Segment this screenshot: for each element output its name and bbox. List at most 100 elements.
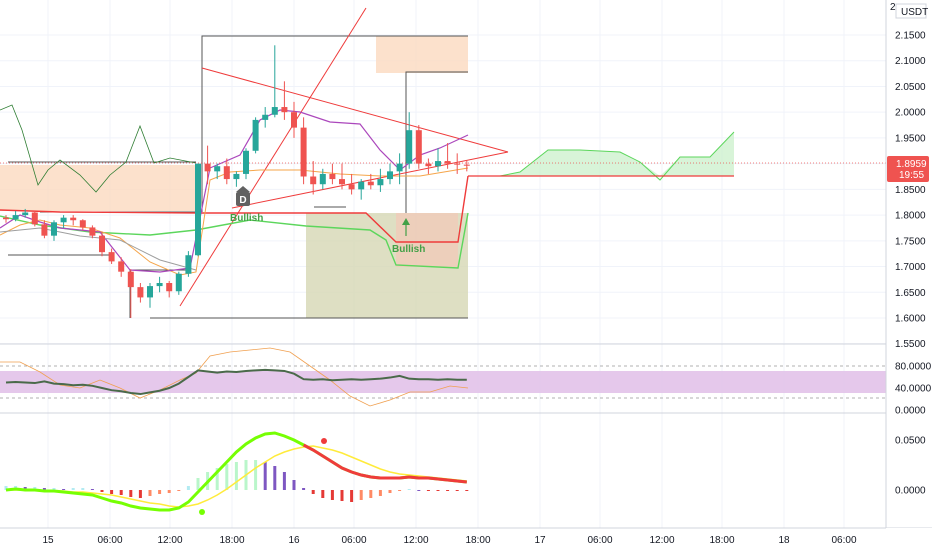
candle-body xyxy=(358,181,365,190)
time-tick-label: 17 xyxy=(534,535,546,546)
future-cloud xyxy=(468,132,734,176)
candle-body xyxy=(339,179,345,185)
macd-hist-bar xyxy=(225,464,229,490)
price-tick-label: 1.8500 xyxy=(895,185,926,196)
price-tick-label: 1.6000 xyxy=(895,314,926,325)
macd-hist-bar xyxy=(398,490,402,491)
candle-body xyxy=(329,173,336,180)
macd-hist-bar xyxy=(62,489,66,490)
macd-hist-bar xyxy=(129,490,133,497)
candle-body xyxy=(89,227,96,236)
candle-body xyxy=(444,161,451,164)
time-tick-label: 06:00 xyxy=(97,535,122,546)
currency-box xyxy=(895,3,927,19)
candle-body xyxy=(454,163,461,165)
bullish-arrow-head xyxy=(402,218,410,225)
macd-tick-label: 0.0000 xyxy=(895,486,926,497)
candle-body xyxy=(175,273,182,292)
candle-body xyxy=(79,220,86,228)
candle-body xyxy=(243,150,249,174)
candle-body xyxy=(252,119,259,151)
macd-hist-bar xyxy=(158,490,162,494)
candle-body xyxy=(281,107,288,113)
macd-hist-bar xyxy=(196,478,200,490)
price-tick-label: 2.1500 xyxy=(895,31,926,42)
time-tick-label: 12:00 xyxy=(403,535,428,546)
macd-hist-bar xyxy=(186,486,190,490)
trend-line xyxy=(179,7,367,307)
macd-hist-bar xyxy=(321,490,325,498)
candle-body xyxy=(435,161,441,167)
candle-body xyxy=(99,235,105,253)
candle-body xyxy=(3,217,9,220)
green-leading-line xyxy=(0,212,469,269)
time-tick-label: 12:00 xyxy=(649,535,674,546)
candle-body xyxy=(166,283,173,292)
candle-body xyxy=(204,163,211,172)
candle-body xyxy=(137,287,144,298)
rsi-pane xyxy=(0,343,886,414)
candle-body xyxy=(12,215,19,220)
candle-body xyxy=(51,222,57,236)
ma-gray xyxy=(0,227,197,271)
rsi-line xyxy=(5,368,467,396)
candle-body xyxy=(108,252,115,262)
time-tick-label: 16 xyxy=(288,535,300,546)
candle-body xyxy=(147,286,153,298)
price-tick-label: 1.7000 xyxy=(895,262,926,273)
macd-hist-bar xyxy=(455,490,459,491)
macd-hist-bar xyxy=(465,490,469,491)
candle-body xyxy=(214,166,221,172)
range-box-3 xyxy=(405,71,468,213)
candle-body xyxy=(195,163,201,256)
macd-hist-bar xyxy=(90,489,94,490)
macd-hist-bar xyxy=(119,490,123,495)
annotations-layer: D Bullish Bullish xyxy=(230,186,425,255)
position-box-orange-2 xyxy=(376,36,468,73)
time-tick-label: 15 xyxy=(42,535,54,546)
green-line-future xyxy=(468,131,735,181)
time-tick-label: 18:00 xyxy=(465,535,490,546)
macd-hist-bar xyxy=(417,490,421,491)
macd-hist-bar xyxy=(426,490,430,491)
rsi-ticks: 80.0000 40.0000 0.0000 xyxy=(895,362,932,417)
drawings-layer xyxy=(0,7,886,319)
macd-hist-bar xyxy=(4,486,8,490)
price-tick-label: 1.9500 xyxy=(895,133,926,144)
time-tick-label: 18:00 xyxy=(219,535,244,546)
marker-d-label: D xyxy=(239,195,246,206)
price-axis[interactable]: USDT 2 2.15002.10002.05002.00001.95001.9… xyxy=(885,0,932,528)
macd-hist-bar xyxy=(81,488,85,490)
dark-green-lagging xyxy=(0,104,197,193)
macd-hist-bar xyxy=(148,490,152,496)
macd-hist-bar xyxy=(292,480,296,490)
macd-hist-bar xyxy=(330,490,334,500)
macd-hist-bar xyxy=(215,468,219,490)
position-box-orange xyxy=(0,165,196,211)
rsi-orange-line xyxy=(0,347,469,407)
price-ticks: 2.15002.10002.05002.00001.95001.90001.85… xyxy=(895,31,926,351)
macd-hist-bar xyxy=(71,488,75,490)
candle-body xyxy=(425,163,432,167)
candle-body xyxy=(70,217,77,221)
time-tick-label: 06:00 xyxy=(831,535,856,546)
time-axis[interactable]: 15 06:00 12:00 18:00 16 06:00 12:00 18:00 17 06:0… xyxy=(0,527,932,550)
macd-hist-bar xyxy=(273,466,277,490)
time-tick-label: 18:00 xyxy=(709,535,734,546)
candle-body xyxy=(406,130,413,164)
bullish-label-1: Bullish xyxy=(230,213,263,224)
candle-body xyxy=(377,179,384,186)
time-ticks: 15 06:00 12:00 18:00 16 06:00 12:00 18:00 17 06:0… xyxy=(42,535,857,546)
macd-hist-bar xyxy=(234,462,238,490)
macd-hist-bar xyxy=(378,490,382,496)
currency-label: USDT xyxy=(901,7,928,18)
range-box-2 xyxy=(201,35,468,212)
macd-hist-bar xyxy=(110,490,114,494)
last-price-countdown: 19:55 xyxy=(899,170,924,181)
rsi-tick-label: 40.0000 xyxy=(895,384,932,395)
rsi-tick-label: 80.0000 xyxy=(895,362,932,373)
candles-layer xyxy=(3,45,470,318)
candle-body xyxy=(31,212,38,225)
macd-hist-bar xyxy=(177,490,181,491)
